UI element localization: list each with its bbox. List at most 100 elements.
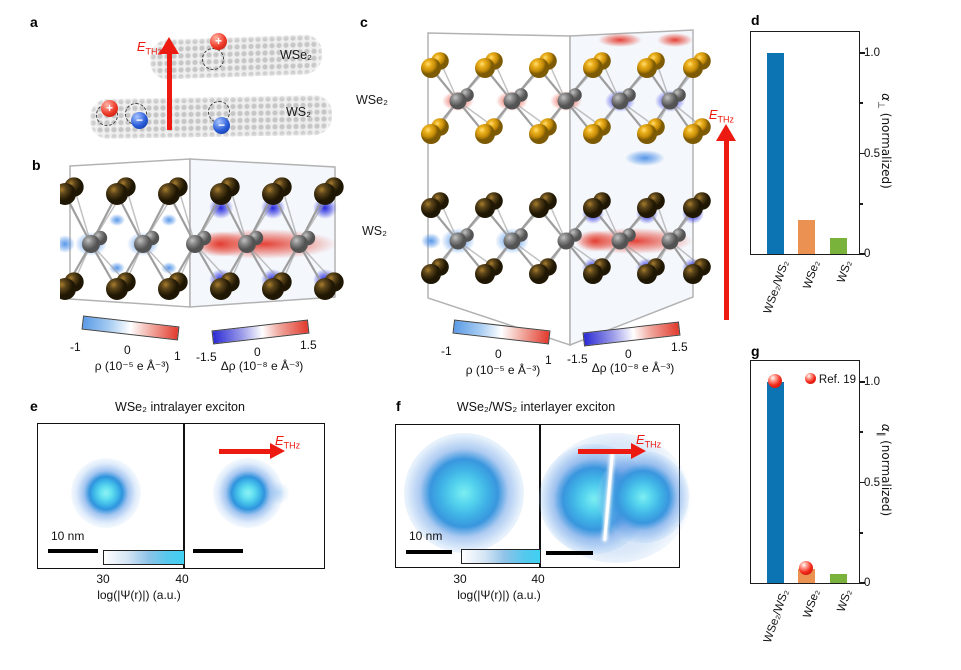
scale-bar: [48, 549, 98, 553]
colorbar-tick: -1.5: [196, 350, 217, 364]
thz-field-arrow: [167, 53, 172, 130]
colorbar-label: Δρ (10⁻⁸ e Å⁻³): [591, 361, 675, 375]
ref-19-legend-label: Ref. 19: [818, 374, 856, 386]
y-axis-tick: [859, 582, 865, 584]
colorbar-gradient: [211, 319, 310, 345]
panel-f-label: f: [396, 398, 401, 414]
thz-field-label: ETHz: [708, 107, 734, 125]
psi-colorbar: [103, 550, 185, 565]
intralayer-exciton-wavefunction: [71, 458, 141, 528]
crystal-structure-c: [421, 29, 711, 347]
panel-d-label: d: [751, 12, 760, 28]
y-axis-tick-label: 1.0: [864, 47, 880, 59]
crystal-structure-b: [60, 158, 344, 308]
ref-19-marker-icon: [804, 373, 816, 384]
colorbar-tick: 0: [124, 343, 131, 357]
hole-orbit-circle: [202, 48, 224, 70]
colorbar-tick: 1: [545, 353, 552, 367]
bar-WS₂: [829, 573, 847, 583]
psi-colorbar-tick: 30: [453, 572, 467, 586]
colorbar-tick: 1: [174, 349, 181, 363]
category-label: WSe₂/WS₂: [761, 588, 792, 645]
bar-WSe₂: [797, 219, 815, 254]
bar-WS₂: [829, 237, 847, 254]
panel-g-chart: Ref. 19 α∥ (normalized) 0 0.5 1.0 WSe₂/WS₂ W…: [750, 360, 893, 644]
thz-field-arrow: [219, 449, 271, 454]
colorbar-label: Δρ (10⁻⁸ e Å⁻³): [220, 359, 304, 373]
colorbar-tick: 1.5: [671, 340, 688, 354]
y-axis-minor-tick: [859, 431, 863, 434]
intralayer-exciton-wavefunction-field: [213, 458, 283, 528]
colorbar-tick: 0: [495, 347, 502, 361]
electron-sphere: −: [213, 117, 230, 134]
colorbar-label: ρ (10⁻⁵ e Å⁻³): [94, 359, 170, 373]
scale-bar: [193, 549, 243, 553]
panel-c-ws2-label: WS₂: [362, 224, 387, 238]
panel-c-label: c: [360, 14, 368, 30]
psi-colorbar-label: log(|Ψ(r)|) (a.u.): [457, 588, 541, 602]
panel-g-plot-area: Ref. 19: [750, 360, 865, 584]
ref-19-marker: [768, 374, 782, 388]
psi-colorbar-label: log(|Ψ(r)|) (a.u.): [97, 588, 181, 602]
thz-field-label: ETHz: [136, 39, 162, 57]
panel-g-label: g: [751, 343, 760, 359]
thz-field-arrow: [724, 140, 729, 320]
thz-field-arrowhead: [631, 443, 646, 459]
panel-b-label: b: [32, 157, 41, 173]
colorbar-tick: -1.5: [567, 352, 588, 366]
psi-colorbar-tick: 40: [531, 572, 545, 586]
colorbar-tick: 1.5: [300, 338, 317, 352]
colorbar-tick: -1: [70, 340, 81, 354]
panel-a-ws2-label: WS₂: [286, 105, 311, 119]
panel-d-ylabel: α⊥ (normalized): [875, 93, 893, 189]
y-axis-tick: [859, 253, 865, 255]
psi-colorbar-tick: 40: [175, 572, 189, 586]
bar-WSe₂/WS₂: [766, 382, 784, 583]
thz-field-arrow: [578, 449, 632, 454]
y-axis-tick-label: 0.5: [864, 476, 880, 489]
y-axis-tick-label: 1.0: [864, 376, 880, 388]
scale-bar-label: 10 nm: [51, 529, 85, 543]
panel-e-title: WSe₂ intralayer exciton: [115, 400, 245, 414]
ref-19-legend: Ref. 19: [804, 370, 856, 388]
thz-field-label: ETHz: [636, 432, 662, 450]
panel-e-image-box: 10 nm ETHz: [37, 423, 325, 569]
panel-d-plot-area: [750, 31, 865, 255]
psi-colorbar: [461, 549, 541, 564]
thz-field-arrowhead: [716, 124, 736, 141]
panel-divider: [183, 424, 185, 568]
panel-g-ylabel: α∥ (normalized): [875, 423, 893, 517]
panel-f-title: WSe₂/WS₂ interlayer exciton: [456, 400, 616, 414]
panel-d-chart: α⊥ (normalized) 0 0.5 1.0 WSe₂/WS₂ WSe₂ WS₂: [750, 31, 893, 315]
y-axis-tick: [859, 152, 865, 155]
thz-field-label: ETHz: [275, 433, 301, 451]
ref-19-marker: [799, 560, 813, 575]
field-distortion-smear: [265, 482, 291, 504]
interlayer-exciton-wavefunction: [404, 433, 524, 553]
scale-bar: [406, 550, 452, 554]
panel-a-wse2-label: WSe₂: [280, 48, 312, 62]
interlayer-exciton-lobe-right: [597, 451, 689, 543]
y-axis-tick: [859, 481, 865, 484]
electron-sphere: −: [131, 112, 148, 129]
colorbar-tick: 0: [625, 347, 632, 361]
y-axis-tick-label: 0.5: [864, 147, 880, 160]
scale-bar: [546, 551, 593, 555]
y-axis-tick: [859, 381, 865, 383]
panel-f-image-box: 10 nm ETHz: [395, 424, 691, 568]
panel-a-label: a: [30, 14, 38, 30]
panel-e-label: e: [30, 398, 38, 414]
psi-colorbar-tick: 30: [96, 572, 110, 586]
hole-sphere: +: [101, 100, 118, 117]
thz-field-arrowhead: [159, 37, 179, 54]
y-axis-minor-tick: [859, 531, 863, 534]
y-axis-minor-tick: [859, 202, 863, 205]
scale-bar-label: 10 nm: [409, 529, 443, 543]
bar-WSe₂/WS₂: [766, 53, 784, 254]
y-axis-minor-tick: [859, 102, 863, 105]
colorbar-tick: 0: [254, 345, 261, 359]
y-axis-tick-label: 0: [864, 577, 871, 589]
hole-sphere: +: [210, 33, 227, 50]
y-axis-tick-label: 0: [864, 248, 871, 260]
